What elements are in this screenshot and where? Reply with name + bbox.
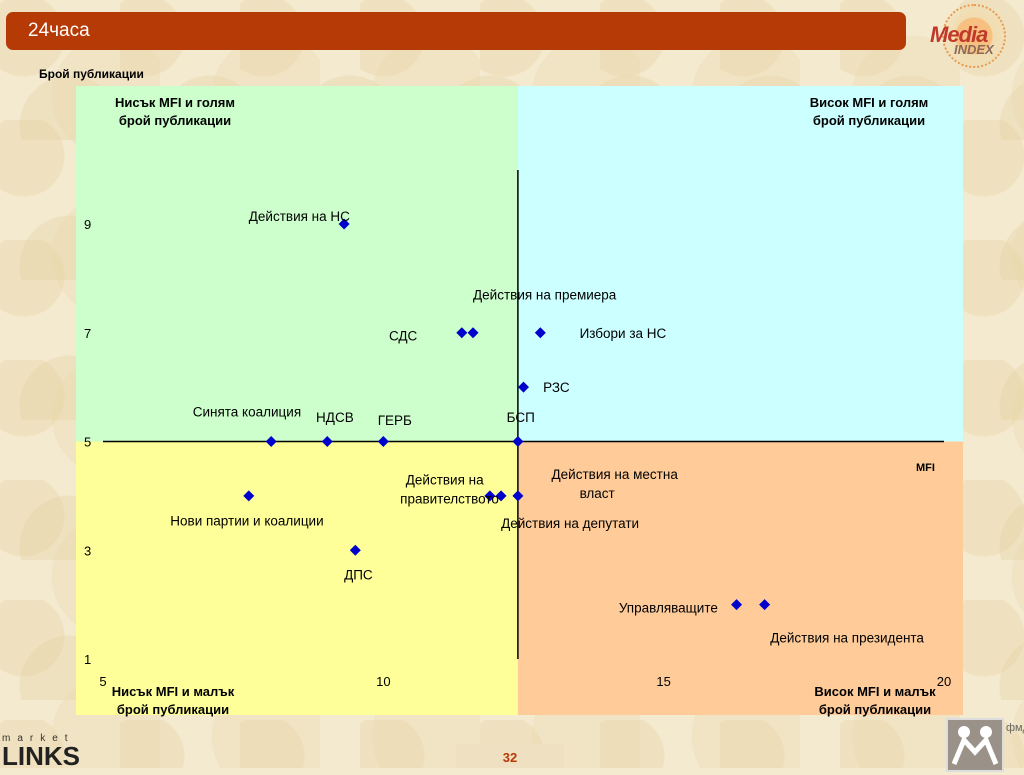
point-label: Управляващите — [619, 600, 718, 615]
data-point-marker — [759, 599, 771, 611]
data-point-marker — [512, 436, 524, 447]
quadrant-label-line: Нисък MFI и малък — [111, 684, 235, 699]
data-point-marker — [321, 436, 333, 447]
logo-ring — [942, 4, 1006, 68]
y-tick-label: 7 — [84, 326, 91, 341]
x-axis-title: MFI — [916, 462, 935, 474]
data-point-marker — [377, 436, 389, 447]
point-label: Действия на депутати — [501, 516, 639, 531]
axis-ticks: 1 3 5 7 9 5 10 15 20 — [84, 217, 951, 689]
data-points — [243, 218, 771, 611]
quadrant-label-line: Висок MFI и голям — [809, 95, 929, 110]
market-links-big-text: LINKS — [2, 741, 80, 771]
quadrant-bottom-right — [517, 441, 963, 715]
fmd-logo-text: фмд — [1006, 722, 1024, 734]
data-point-marker — [338, 218, 350, 230]
market-links-logo: market LINKS — [2, 733, 80, 771]
quadrant-bottom-left — [76, 441, 518, 715]
point-label: власт — [580, 486, 615, 501]
point-label: Действия на премиера — [473, 288, 617, 303]
data-point-marker — [349, 544, 361, 556]
point-label: СДС — [389, 328, 418, 343]
y-tick-label: 1 — [84, 652, 91, 667]
quadrant-label-line: брой публикации — [118, 113, 232, 128]
data-point-marker — [512, 490, 524, 502]
quadrant-label-line: Висок MFI и малък — [814, 684, 936, 699]
data-point-marker — [265, 436, 277, 447]
data-point-marker — [518, 381, 529, 393]
point-label: Избори за НС — [580, 326, 667, 341]
page-number: 32 — [456, 744, 564, 768]
data-point-marker — [467, 327, 479, 339]
quadrant-label-top-right: Висок MFI и голям брой публикации — [784, 94, 954, 130]
data-point-marker — [484, 490, 496, 502]
quadrant-label-line: брой публикации — [116, 702, 230, 717]
data-point-marker — [534, 327, 546, 339]
fmd-logo-icon — [946, 718, 1004, 772]
x-tick-label: 5 — [99, 674, 106, 689]
point-label: ДПС — [344, 568, 373, 583]
x-tick-label: 10 — [376, 674, 390, 689]
logo-index-text: INDEX — [954, 42, 994, 57]
logo-media-text: Media — [930, 22, 988, 47]
quadrant-label-top-left: Нисък MFI и голям брой публикации — [90, 94, 260, 130]
quadrant-label-line: брой публикации — [812, 113, 926, 128]
y-tick-label: 5 — [84, 435, 91, 450]
point-label: БСП — [507, 410, 535, 425]
point-label: Действия на НС — [249, 209, 350, 224]
data-point-marker — [731, 599, 743, 611]
point-label: Синята коалиция — [193, 405, 301, 420]
quadrant-label-line: брой публикации — [818, 702, 932, 717]
quadrant-label-line: Нисък MFI и голям — [115, 95, 235, 110]
quadrant-top-left — [76, 86, 518, 442]
point-label: правителството — [400, 492, 499, 507]
title-bar: 24часа — [6, 12, 906, 50]
point-label: Действия на президента — [770, 630, 924, 645]
point-labels: Действия на НС Действия на премиера СДС Изб… — [170, 209, 924, 645]
quadrant-label-bottom-left: Нисък MFI и малък брой публикации — [88, 683, 258, 719]
media-index-logo: Media INDEX — [928, 2, 1010, 72]
page-title: 24часа — [28, 20, 90, 41]
market-links-small-text: market — [2, 733, 75, 744]
point-label: Нови партии и коалиции — [170, 513, 323, 528]
data-point-marker — [243, 490, 255, 502]
x-tick-label: 15 — [656, 674, 670, 689]
point-label: РЗС — [543, 380, 570, 395]
quadrant-label-bottom-right: Висок MFI и малък брой публикации — [790, 683, 960, 719]
point-label: НДСВ — [316, 410, 354, 425]
data-point-marker — [495, 490, 507, 502]
y-tick-label: 3 — [84, 543, 91, 558]
point-label: Действия на — [406, 473, 484, 488]
data-point-marker — [456, 327, 468, 339]
point-label: Действия на местна — [552, 467, 679, 482]
fmd-figures-icon — [951, 726, 999, 765]
quadrant-top-right — [517, 86, 963, 442]
x-tick-label: 20 — [937, 674, 951, 689]
point-label: ГЕРБ — [378, 413, 412, 428]
y-axis-title: Брой публикации — [39, 67, 144, 81]
y-tick-label: 9 — [84, 217, 91, 232]
